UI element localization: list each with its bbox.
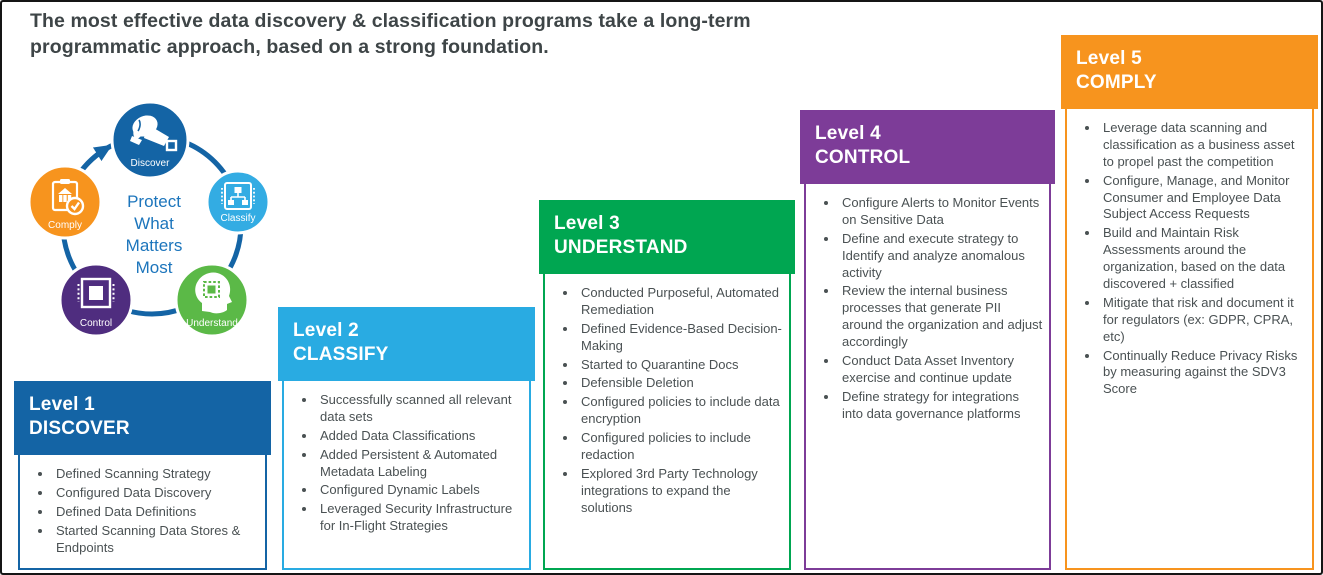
bullet-item: Configured Data Discovery — [53, 485, 259, 502]
bullet-item: Defined Data Definitions — [53, 504, 259, 521]
level-number: Level 1 — [29, 394, 95, 415]
level-box-2-classify: Level 2 CLASSIFY Successfully scanned al… — [278, 307, 535, 570]
bullet-item: Define and execute strategy to Identify … — [839, 231, 1043, 282]
level-header: Level 3 UNDERSTAND — [539, 200, 795, 274]
level-body: Defined Scanning Strategy Configured Data… — [18, 455, 267, 570]
level-items-list: Leverage data scanning and classificatio… — [1067, 120, 1306, 398]
level-box-3-understand: Level 3 UNDERSTAND Conducted Purposeful,… — [539, 200, 795, 570]
chip-hierarchy-icon — [221, 182, 255, 210]
level-box-1-discover: Level 1 DISCOVER Defined Scanning Strate… — [14, 381, 271, 570]
level-body: Leverage data scanning and classificatio… — [1065, 109, 1314, 570]
level-items-list: Successfully scanned all relevant data s… — [284, 392, 523, 535]
bullet-item: Review the internal business processes t… — [839, 283, 1043, 351]
center-line: Most — [136, 258, 173, 277]
bullet-item: Added Data Classifications — [317, 428, 523, 445]
bullet-item: Defined Evidence-Based Decision-Making — [578, 321, 783, 355]
maturity-cycle-diagram: Protect What Matters Most Comply — [27, 100, 271, 338]
level-items-list: Conducted Purposeful, Automated Remediat… — [545, 285, 783, 517]
level-body: Conducted Purposeful, Automated Remediat… — [543, 274, 791, 570]
level-number: Level 5 — [1076, 48, 1142, 69]
level-number: Level 3 — [554, 213, 620, 234]
bullet-item: Configured policies to include data encr… — [578, 394, 783, 428]
bullet-item: Conducted Purposeful, Automated Remediat… — [578, 285, 783, 319]
bullet-item: Leveraged Security Infrastructure for In… — [317, 501, 523, 535]
level-box-5-comply: Level 5 COMPLY Leverage data scanning an… — [1061, 35, 1318, 570]
level-number: Level 2 — [293, 320, 359, 341]
level-name: UNDERSTAND — [554, 237, 688, 258]
level-number: Level 4 — [815, 123, 881, 144]
cycle-node-label: Control — [80, 318, 112, 329]
level-items-list: Configure Alerts to Monitor Events on Se… — [806, 195, 1043, 423]
cycle-node-label: Comply — [48, 220, 82, 231]
level-name: CLASSIFY — [293, 344, 389, 365]
level-body: Configure Alerts to Monitor Events on Se… — [804, 184, 1051, 570]
level-header: Level 1 DISCOVER — [14, 381, 271, 455]
center-line: Protect — [127, 192, 181, 211]
cycle-center-text: Protect What Matters Most — [126, 192, 183, 277]
bullet-item: Continually Reduce Privacy Risks by meas… — [1100, 348, 1306, 399]
cycle-node-label: Discover — [131, 158, 171, 169]
level-name: DISCOVER — [29, 418, 130, 439]
cycle-node-label: Understand — [186, 318, 238, 329]
bullet-item: Mitigate that risk and document it for r… — [1100, 295, 1306, 346]
level-name: CONTROL — [815, 147, 911, 168]
cycle-node-understand: Understand — [174, 262, 250, 338]
cycle-node-control: Control — [58, 262, 134, 338]
center-line: What — [134, 214, 174, 233]
page-title-line-1: The most effective data discovery & clas… — [30, 10, 751, 32]
bullet-item: Started to Quarantine Docs — [578, 357, 783, 374]
page-title: The most effective data discovery & clas… — [30, 8, 990, 61]
bullet-item: Successfully scanned all relevant data s… — [317, 392, 523, 426]
page-title-line-2: programmatic approach, based on a strong… — [30, 36, 549, 59]
level-header: Level 5 COMPLY — [1061, 35, 1318, 109]
bullet-item: Started Scanning Data Stores & Endpoints — [53, 523, 259, 557]
bullet-item: Defensible Deletion — [578, 375, 783, 392]
level-header: Level 4 CONTROL — [800, 110, 1055, 184]
level-name: COMPLY — [1076, 72, 1157, 93]
level-items-list: Defined Scanning Strategy Configured Data… — [20, 466, 259, 556]
bullet-item: Configured policies to include redaction — [578, 430, 783, 464]
dog-sniffing-icon — [130, 115, 178, 152]
bullet-item: Defined Scanning Strategy — [53, 466, 259, 483]
level-header: Level 2 CLASSIFY — [278, 307, 535, 381]
bullet-item: Conduct Data Asset Inventory exercise an… — [839, 353, 1043, 387]
level-body: Successfully scanned all relevant data s… — [282, 381, 531, 570]
bullet-item: Build and Maintain Risk Assessments arou… — [1100, 225, 1306, 293]
cycle-node-label: Classify — [220, 213, 255, 224]
bullet-item: Configure Alerts to Monitor Events on Se… — [839, 195, 1043, 229]
bullet-item: Explored 3rd Party Technology integratio… — [578, 466, 783, 517]
cycle-node-classify: Classify — [205, 169, 271, 235]
bullet-item: Configure, Manage, and Monitor Consumer … — [1100, 173, 1306, 224]
level-box-4-control: Level 4 CONTROL Configure Alerts to Moni… — [800, 110, 1055, 570]
bullet-item: Leverage data scanning and classificatio… — [1100, 120, 1306, 171]
chip-icon — [77, 277, 115, 309]
cycle-node-discover: Discover — [110, 100, 190, 180]
clipboard-check-icon — [51, 179, 85, 216]
head-chip-icon — [195, 272, 232, 314]
bullet-item: Configured Dynamic Labels — [317, 482, 523, 499]
center-line: Matters — [126, 236, 183, 255]
bullet-item: Added Persistent & Automated Metadata La… — [317, 447, 523, 481]
bullet-item: Define strategy for integrations into da… — [839, 389, 1043, 423]
cycle-node-comply: Comply — [27, 164, 103, 240]
